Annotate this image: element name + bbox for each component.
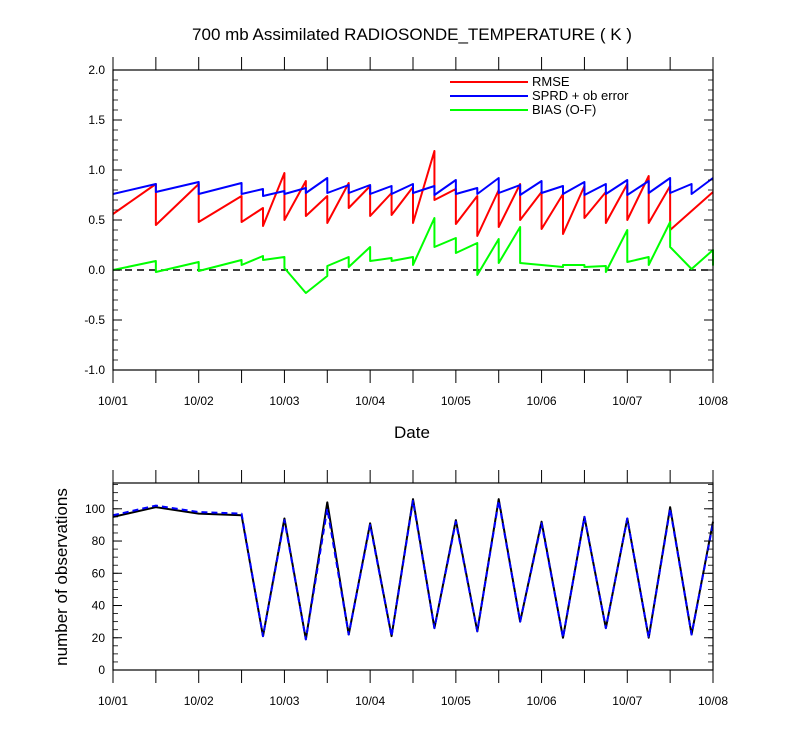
top-series-rmse (112, 150, 714, 237)
y-axis-title-observations: number of observations (52, 488, 71, 666)
bottom-series-series-2 (112, 499, 714, 641)
top-x-tick-label: 10/02 (184, 394, 214, 408)
bottom-x-tick-label: 10/01 (98, 694, 128, 708)
bottom-y-tick-label: 20 (92, 631, 106, 645)
bottom-plot-frame (112, 482, 714, 671)
top-x-tick-label: 10/03 (269, 394, 299, 408)
top-y-tick-label: -0.5 (84, 313, 105, 327)
bottom-y-tick-label: 80 (92, 534, 106, 548)
bottom-y-tick-label: 100 (85, 502, 105, 516)
top-x-tick-label: 10/08 (698, 394, 728, 408)
bottom-y-tick-label: 60 (92, 566, 106, 580)
top-y-tick-label: 0.0 (88, 263, 105, 277)
top-y-tick-label: 1.5 (88, 113, 105, 127)
top-series-sprd-ob-error (112, 177, 714, 197)
top-y-tick-label: 2.0 (88, 63, 105, 77)
top-x-tick-label: 10/05 (441, 394, 471, 408)
bottom-series-series-1 (112, 498, 714, 641)
x-axis-title: Date (394, 423, 430, 442)
bottom-x-tick-label: 10/06 (527, 694, 557, 708)
bottom-x-tick-label: 10/05 (441, 694, 471, 708)
bottom-x-tick-label: 10/07 (612, 694, 642, 708)
bottom-x-tick-label: 10/02 (184, 694, 214, 708)
bottom-y-tick-label: 40 (92, 599, 106, 613)
top-x-tick-label: 10/06 (527, 394, 557, 408)
top-y-tick-label: 0.5 (88, 213, 105, 227)
top-y-tick-label: -1.0 (84, 363, 105, 377)
chart-title: 700 mb Assimilated RADIOSONDE_TEMPERATUR… (192, 25, 632, 44)
bottom-x-tick-label: 10/04 (355, 694, 385, 708)
top-x-tick-label: 10/01 (98, 394, 128, 408)
legend-label: SPRD + ob error (532, 88, 629, 103)
top-series-bias-o-f (112, 217, 714, 294)
top-y-tick-label: 1.0 (88, 163, 105, 177)
legend-label: BIAS (O-F) (532, 102, 596, 117)
top-chart: -1.0 -0.5 0.0 0.5 1.0 1.5 2.0 10/01 10/02 10/03 10… (84, 57, 728, 408)
top-x-tick-label: 10/04 (355, 394, 385, 408)
bottom-x-tick-label: 10/03 (269, 694, 299, 708)
top-x-tick-label: 10/07 (612, 394, 642, 408)
bottom-y-tick-label: 0 (98, 663, 105, 677)
bottom-chart: 0 20 40 60 80 100 10/01 10/02 10/03 10/04 10/05 10/… (85, 470, 728, 708)
bottom-x-tick-label: 10/08 (698, 694, 728, 708)
legend-label: RMSE (532, 74, 570, 89)
